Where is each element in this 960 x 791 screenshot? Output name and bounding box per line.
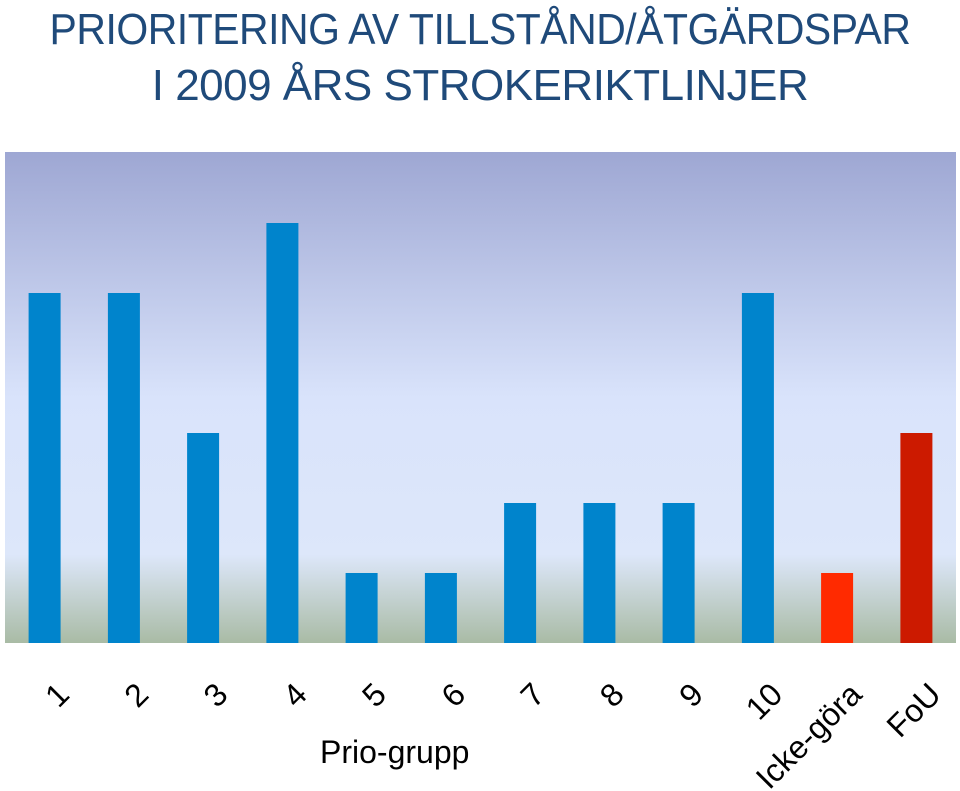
bar-9 [662,503,695,643]
tick-label-10: 10 [739,676,790,727]
bar-7 [504,503,537,643]
bar-5 [345,573,378,643]
bar-icke-göra [821,573,854,643]
tick-label-5: 5 [355,676,393,714]
page-title: PRIORITERING AV TILLSTÅND/ÅTGÄRDSPAR I 2… [0,2,960,114]
bar-8 [583,503,616,643]
tick-label-6: 6 [434,676,472,714]
plot-area [5,152,956,643]
bar-3 [187,433,220,643]
bar-6 [424,573,457,643]
tick-label-1: 1 [38,676,76,714]
tick-label-fou: FoU [880,676,948,744]
x-axis-label: Prio-grupp [320,734,470,770]
tick-label-4: 4 [276,676,314,714]
bar-10 [741,293,774,643]
bar-4 [266,223,299,643]
title-line-1: PRIORITERING AV TILLSTÅND/ÅTGÄRDSPAR [49,5,911,54]
tick-label-8: 8 [593,676,631,714]
title-line-2: I 2009 ÅRS STROKERIKTLINJER [151,61,809,110]
bars-group [28,223,933,643]
tick-label-9: 9 [672,676,710,714]
bar-1 [28,293,61,643]
bar-2 [107,293,140,643]
tick-label-3: 3 [196,676,234,714]
bar-fou [900,433,933,643]
tick-label-7: 7 [513,676,551,714]
tick-label-2: 2 [117,676,155,714]
